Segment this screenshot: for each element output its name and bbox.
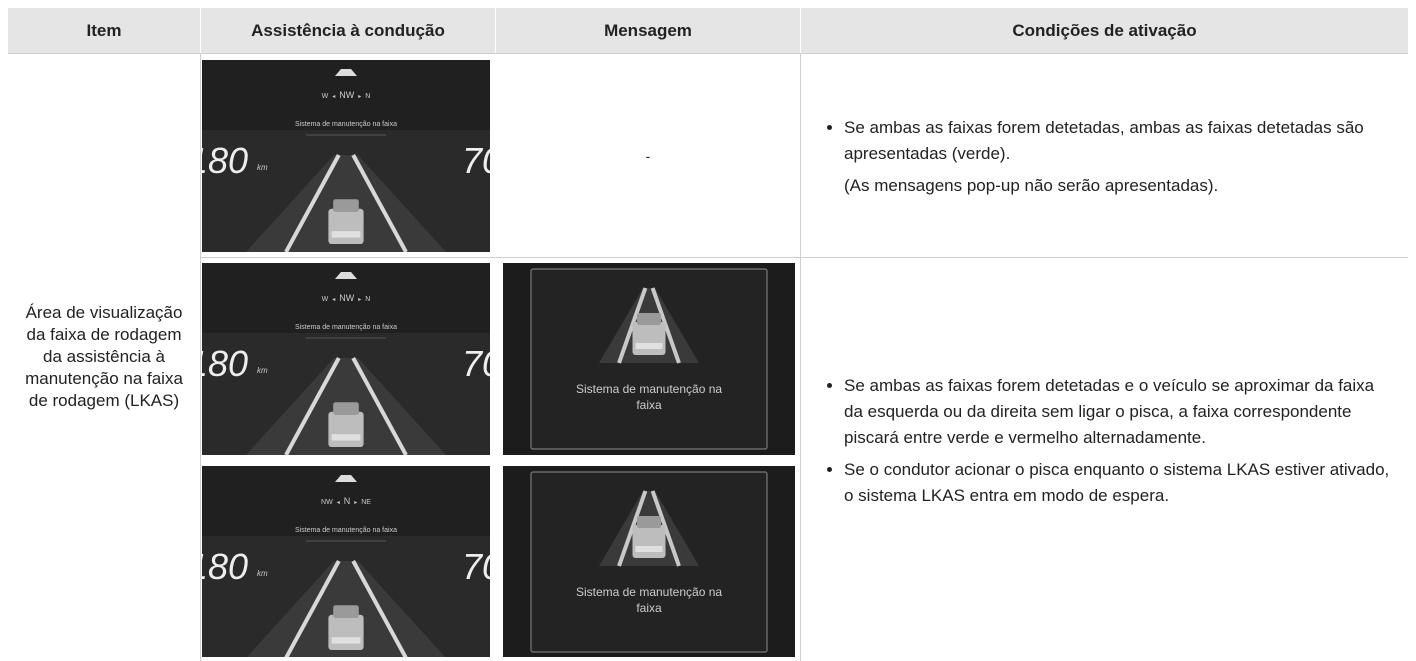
header-cell: Item	[8, 8, 200, 53]
lane-line	[284, 560, 341, 657]
car-icon	[632, 313, 666, 355]
cluster-screen: NW◂N▸NE Sistema de manutenção na faixa 180…	[202, 466, 490, 657]
message-art	[503, 263, 795, 455]
car-bumper	[331, 637, 361, 644]
car-bumper	[635, 343, 663, 349]
compass-dir: NW	[339, 90, 355, 100]
lane-line	[650, 287, 681, 364]
divider	[800, 53, 801, 661]
compass-arrow: ▸	[358, 94, 362, 100]
condition-cell: Se ambas as faixas forem detetadas e o v…	[820, 373, 1395, 515]
bullet: Se o condutor acionar o pisca enquanto o…	[844, 457, 1395, 509]
compass: NW ◂ N ▸ NE	[202, 496, 490, 506]
compass-arrow: ▸	[358, 297, 362, 303]
cluster-screen: W◂NW▸N Sistema de manutenção na faixa 180 k…	[202, 263, 490, 455]
car-icon	[632, 516, 666, 558]
header-cell: Assistência à condução	[201, 8, 495, 53]
car-icon	[328, 402, 364, 447]
compass-dir: NE	[361, 499, 371, 506]
screen-art	[202, 263, 490, 455]
car-body	[632, 322, 666, 355]
header-cell: Condições de ativação	[801, 8, 1408, 53]
speed-limit: 70	[462, 140, 490, 181]
note: (As mensagens pop-up não serão apresenta…	[844, 176, 1219, 195]
car-bumper	[635, 546, 663, 552]
bullet: Se ambas as faixas forem detetadas, amba…	[844, 115, 1390, 167]
car-bumper	[331, 231, 361, 238]
assist-icon	[335, 272, 357, 279]
car-cab	[637, 313, 661, 325]
speed-limit: 70	[462, 343, 490, 384]
car-cab	[333, 199, 359, 212]
speed: 180	[202, 546, 249, 587]
lane-line	[617, 490, 648, 567]
compass-arrow: ◂	[332, 297, 336, 303]
divider	[8, 53, 1408, 54]
screen-label: Sistema de manutenção na faixa	[295, 121, 397, 128]
item-cell: Área de visualização da faixa de rodagem…	[25, 303, 183, 410]
lane-line	[351, 560, 408, 657]
car-cab	[333, 402, 359, 415]
lane-line	[351, 154, 408, 252]
message-text: Sistema de manutenção na faixa	[575, 382, 723, 412]
car-body	[328, 411, 364, 447]
car-icon	[328, 199, 364, 244]
compass-dir: W	[321, 93, 329, 100]
speed-unit: km	[257, 163, 268, 172]
car-cab	[333, 605, 359, 618]
message-cell: -	[645, 147, 651, 164]
bullet: Se ambas as faixas forem detetadas e o v…	[844, 373, 1395, 451]
speed-limit: 70	[462, 546, 490, 587]
compass-dir: N	[343, 496, 351, 506]
screen-art	[202, 60, 490, 252]
speed: 180	[202, 140, 249, 181]
car-body	[328, 208, 364, 244]
compass-arrow: ▸	[354, 500, 358, 506]
lane-line	[284, 357, 341, 455]
compass-dir: N	[365, 93, 371, 100]
compass-dir: W	[321, 296, 329, 303]
lane-line	[617, 287, 648, 364]
divider	[200, 53, 201, 661]
compass-dir: NW	[339, 293, 355, 303]
lane-line	[650, 490, 681, 567]
speed: 180	[202, 343, 249, 384]
assist-icon	[335, 69, 357, 76]
lane-line	[284, 154, 341, 252]
bullet-list: Se ambas as faixas forem detetadas e o v…	[820, 373, 1395, 509]
screen-art	[202, 466, 490, 657]
car-bumper	[331, 434, 361, 441]
car-body	[632, 525, 666, 558]
screen-label: Sistema de manutenção na faixa	[295, 527, 397, 534]
message-screen: Sistema de manutenção na faixa	[503, 466, 795, 657]
car-body	[328, 614, 364, 650]
compass-arrow: ◂	[332, 94, 336, 100]
compass: W ◂ NW ▸ N	[202, 90, 490, 100]
message-screen: Sistema de manutenção na faixa	[503, 263, 795, 455]
bullet-list: Se ambas as faixas forem detetadas, amba…	[820, 115, 1390, 167]
car-icon	[328, 605, 364, 650]
car-cab	[637, 516, 661, 528]
assist-icon	[335, 475, 357, 482]
cluster-screen: W◂NW▸N Sistema de manutenção na faixa 180 k…	[202, 60, 490, 252]
speed-unit: km	[257, 569, 268, 578]
divider	[200, 257, 1408, 258]
screen-label: Sistema de manutenção na faixa	[295, 324, 397, 331]
compass-dir: NW	[321, 499, 333, 506]
message-text: Sistema de manutenção na faixa	[575, 585, 723, 615]
condition-cell: Se ambas as faixas forem detetadas, amba…	[820, 115, 1390, 199]
lane-line	[351, 357, 408, 455]
compass: W ◂ NW ▸ N	[202, 293, 490, 303]
compass-arrow: ◂	[336, 500, 340, 506]
compass-dir: N	[365, 296, 371, 303]
message-art	[503, 466, 795, 657]
header-cell: Mensagem	[496, 8, 800, 53]
speed-unit: km	[257, 366, 268, 375]
